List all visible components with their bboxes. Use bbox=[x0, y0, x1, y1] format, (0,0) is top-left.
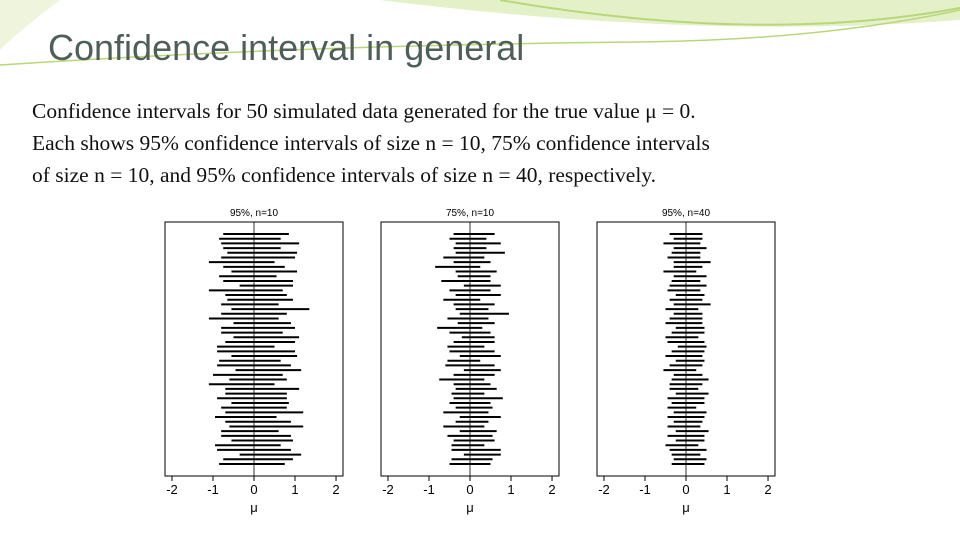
x-tick-label: -2 bbox=[382, 482, 394, 497]
x-tick-label: 2 bbox=[332, 482, 339, 497]
panel-title: 95%, n=40 bbox=[662, 208, 711, 219]
x-tick-label: 1 bbox=[291, 482, 298, 497]
swoosh bbox=[380, 0, 960, 27]
x-tick-label: 1 bbox=[507, 482, 514, 497]
body-line: of size n = 10, and 95% confidence inter… bbox=[32, 163, 656, 187]
x-tick-label: 0 bbox=[250, 482, 257, 497]
swoosh bbox=[0, 0, 60, 50]
body-line: Each shows 95% confidence intervals of s… bbox=[32, 131, 710, 155]
slide-title: Confidence interval in general bbox=[48, 27, 524, 68]
x-tick-label: 2 bbox=[548, 482, 555, 497]
x-axis-label: μ bbox=[682, 500, 690, 515]
x-tick-label: -1 bbox=[423, 482, 435, 497]
body-line: Confidence intervals for 50 simulated da… bbox=[32, 99, 696, 123]
x-axis-label: μ bbox=[466, 500, 474, 515]
x-tick-label: 0 bbox=[466, 482, 473, 497]
x-axis-label: μ bbox=[250, 500, 258, 515]
x-tick-label: -2 bbox=[598, 482, 610, 497]
swoosh-line bbox=[499, 0, 960, 26]
x-tick-label: -1 bbox=[639, 482, 651, 497]
swoosh-line bbox=[0, 9, 960, 66]
x-tick-label: 2 bbox=[764, 482, 771, 497]
x-tick-label: -2 bbox=[166, 482, 178, 497]
x-tick-label: 0 bbox=[682, 482, 689, 497]
panel-title: 95%, n=10 bbox=[230, 208, 279, 219]
x-tick-label: 1 bbox=[723, 482, 730, 497]
x-tick-label: -1 bbox=[207, 482, 219, 497]
panel-title: 75%, n=10 bbox=[446, 208, 495, 219]
